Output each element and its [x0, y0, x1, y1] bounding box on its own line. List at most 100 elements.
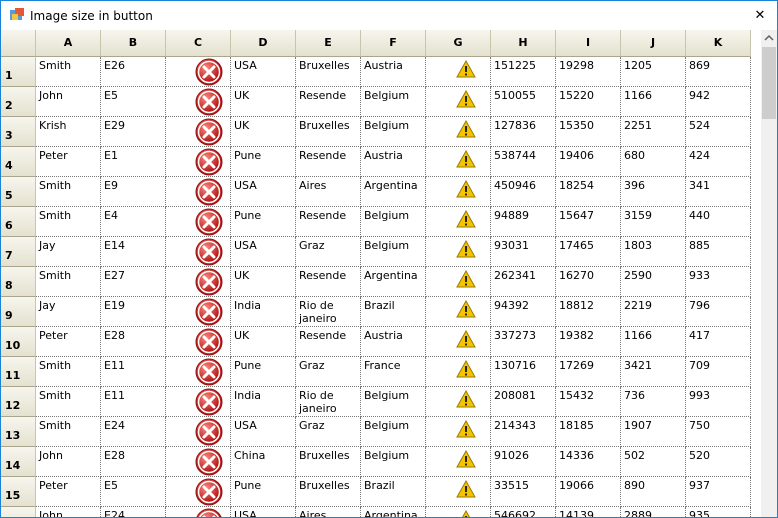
grid-cell: 1907 [621, 417, 686, 447]
grid-cell: Bruxelles [296, 447, 361, 477]
warning-icon [456, 179, 476, 198]
grid-cell: 151225 [491, 57, 556, 87]
grid-cell: 17269 [556, 357, 621, 387]
grid-cell: Rio de janeiro [296, 387, 361, 417]
image-cell [426, 117, 491, 147]
grid-cell: Graz [296, 237, 361, 267]
grid-cell: 91026 [491, 447, 556, 477]
grid-cell: India [231, 387, 296, 417]
image-cell [426, 357, 491, 387]
grid-cell: Pune [231, 147, 296, 177]
grid-cell: 935 [686, 507, 751, 517]
grid-cell: 18254 [556, 177, 621, 207]
grid-cell: 709 [686, 357, 751, 387]
column-header: J [621, 30, 686, 57]
grid-cell: Graz [296, 417, 361, 447]
warning-icon [456, 449, 476, 468]
grid-cell: USA [231, 57, 296, 87]
grid-cell: Aires [296, 507, 361, 517]
grid-cell: E11 [101, 387, 166, 417]
row-header: 5 [1, 177, 36, 207]
image-cell [166, 327, 231, 357]
row-header: 1 [1, 57, 36, 87]
image-cell [426, 87, 491, 117]
error-icon [195, 478, 223, 506]
grid-cell: USA [231, 417, 296, 447]
image-cell [426, 417, 491, 447]
grid-cell: 337273 [491, 327, 556, 357]
grid-cell: 214343 [491, 417, 556, 447]
grid-cell: USA [231, 507, 296, 517]
grid-cell: 538744 [491, 147, 556, 177]
row-header: 4 [1, 147, 36, 177]
row-header: 12 [1, 387, 36, 417]
row-header: 3 [1, 117, 36, 147]
image-cell [166, 297, 231, 327]
column-header: G [426, 30, 491, 57]
grid-cell: Austria [361, 327, 426, 357]
image-cell [166, 87, 231, 117]
vertical-scrollbar[interactable] [761, 30, 777, 517]
image-cell [166, 147, 231, 177]
grid-cell: 1166 [621, 327, 686, 357]
grid-cell: 14139 [556, 507, 621, 517]
grid-cell: 130716 [491, 357, 556, 387]
row-header: 10 [1, 327, 36, 357]
image-cell [426, 447, 491, 477]
image-cell [426, 57, 491, 87]
grid-cell: 546692 [491, 507, 556, 517]
grid-cell: Smith [36, 267, 101, 297]
grid-cell: Belgium [361, 417, 426, 447]
image-cell [426, 297, 491, 327]
grid-cell: Peter [36, 147, 101, 177]
grid-cell: 520 [686, 447, 751, 477]
scroll-up[interactable] [761, 30, 777, 46]
app-icon [10, 8, 24, 20]
grid-cell: 16270 [556, 267, 621, 297]
column-header: C [166, 30, 231, 57]
grid-cell: Graz [296, 357, 361, 387]
grid-cell: E28 [101, 327, 166, 357]
grid-cell: Bruxelles [296, 57, 361, 87]
grid-cell: Argentina [361, 507, 426, 517]
row-header: 6 [1, 207, 36, 237]
grid-cell: Jay [36, 297, 101, 327]
grid-cell: 18812 [556, 297, 621, 327]
column-header: A [36, 30, 101, 57]
grid-cell: Aires [296, 177, 361, 207]
warning-icon [456, 299, 476, 318]
grid-cell: 993 [686, 387, 751, 417]
grid-cell: E11 [101, 357, 166, 387]
warning-icon [456, 59, 476, 78]
grid-cell: 208081 [491, 387, 556, 417]
grid-cell: Austria [361, 57, 426, 87]
grid-cell: 15350 [556, 117, 621, 147]
warning-icon [462, 509, 470, 517]
error-icon [195, 388, 223, 416]
grid-cell: 942 [686, 87, 751, 117]
grid-cell: E28 [101, 447, 166, 477]
error-icon [195, 148, 223, 176]
grid-cell: France [361, 357, 426, 387]
image-cell [166, 357, 231, 387]
row-header: 13 [1, 417, 36, 447]
row-header: 14 [1, 447, 36, 477]
error-icon [195, 448, 223, 476]
close-button[interactable]: ✕ [754, 8, 766, 23]
grid-cell: Brazil [361, 477, 426, 507]
grid-cell: 94889 [491, 207, 556, 237]
grid-cell: 127836 [491, 117, 556, 147]
grid-cell: 1205 [621, 57, 686, 87]
grid-cell: E9 [101, 177, 166, 207]
grid-cell: E19 [101, 297, 166, 327]
grid-cell: 736 [621, 387, 686, 417]
image-cell [166, 417, 231, 447]
scroll-thumb[interactable] [762, 47, 776, 119]
warning-icon [456, 269, 476, 288]
grid-cell: Belgium [361, 117, 426, 147]
grid-cell: 3159 [621, 207, 686, 237]
grid-cell: 15647 [556, 207, 621, 237]
corner-header [1, 30, 36, 57]
grid-cell: 2251 [621, 117, 686, 147]
error-icon [195, 208, 223, 236]
